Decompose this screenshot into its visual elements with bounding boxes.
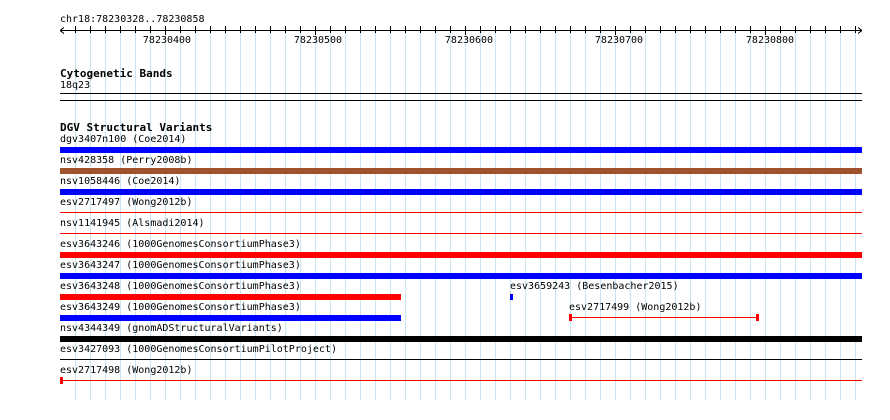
ruler-tick-label: 78230600 [444,35,494,46]
dgv-feature-label[interactable]: esv3643249 (1000GenomesConsortiumPhase3) [60,302,301,313]
dgv-feature-bar[interactable] [60,294,401,300]
dgv-feature-label[interactable]: esv3427093 (1000GenomesConsortiumPilotPr… [60,344,337,355]
dgv-track-title: DGV Structural Variants [60,121,213,134]
dgv-feature-bar[interactable] [60,359,862,360]
dgv-feature-label[interactable]: nsv1141945 (Alsmadi2014) [60,218,205,229]
dgv-feature-label[interactable]: esv3659243 (Besenbacher2015) [510,281,679,292]
dgv-feature-label[interactable]: esv3643247 (1000GenomesConsortiumPhase3) [60,260,301,271]
track-divider [60,100,862,101]
dgv-feature-label[interactable]: esv3643248 (1000GenomesConsortiumPhase3) [60,281,301,292]
dgv-feature-label[interactable]: esv2717497 (Wong2012b) [60,197,193,208]
cytoband-label: 18q23 [60,80,91,91]
dgv-feature-bar[interactable] [60,189,862,195]
dgv-feature-label[interactable]: nsv4344349 (gnomADStructuralVariants) [60,323,283,334]
dgv-feature-bar[interactable] [60,147,862,153]
dgv-feature-label[interactable]: dgv3407n100 (Coe2014) [60,134,187,145]
dgv-feature-bar[interactable] [60,168,862,174]
ruler-tick-label: 78230800 [745,35,795,46]
dgv-feature-bar[interactable] [569,317,759,318]
dgv-feature-bar[interactable] [60,233,862,234]
ruler-arrow-right [857,30,863,34]
ruler-tick-label: 78230500 [293,35,343,46]
dgv-feature-cap-end [756,314,759,321]
ruler-arrow-right [857,27,863,31]
dgv-feature-bar[interactable] [60,380,862,381]
dgv-feature-label[interactable]: esv3643246 (1000GenomesConsortiumPhase3) [60,239,301,250]
dgv-feature-bar[interactable] [510,294,513,300]
ruler-arrow-right [59,30,65,34]
dgv-feature-bar[interactable] [60,212,862,213]
location-label: chr18:78230328..78230858 [60,14,205,25]
ruler-tick-label: 78230700 [594,35,644,46]
dgv-feature-label[interactable]: nsv1058446 (Coe2014) [60,176,181,187]
dgv-feature-label[interactable]: nsv428358 (Perry2008b) [60,155,193,166]
dgv-feature-cap-start [60,377,63,384]
dgv-feature-label[interactable]: esv2717499 (Wong2012b) [569,302,702,313]
ruler-tick-label: 78230400 [142,35,192,46]
ruler-arrow-left [59,27,65,31]
cytoband-bar[interactable] [60,93,862,94]
dgv-feature-bar[interactable] [60,315,401,321]
cytobands-track-title: Cytogenetic Bands [60,67,173,80]
dgv-feature-bar[interactable] [60,336,862,342]
dgv-feature-bar[interactable] [60,252,862,258]
dgv-feature-bar[interactable] [60,273,862,279]
dgv-feature-label[interactable]: esv2717498 (Wong2012b) [60,365,193,376]
dgv-feature-cap-start [569,314,572,321]
